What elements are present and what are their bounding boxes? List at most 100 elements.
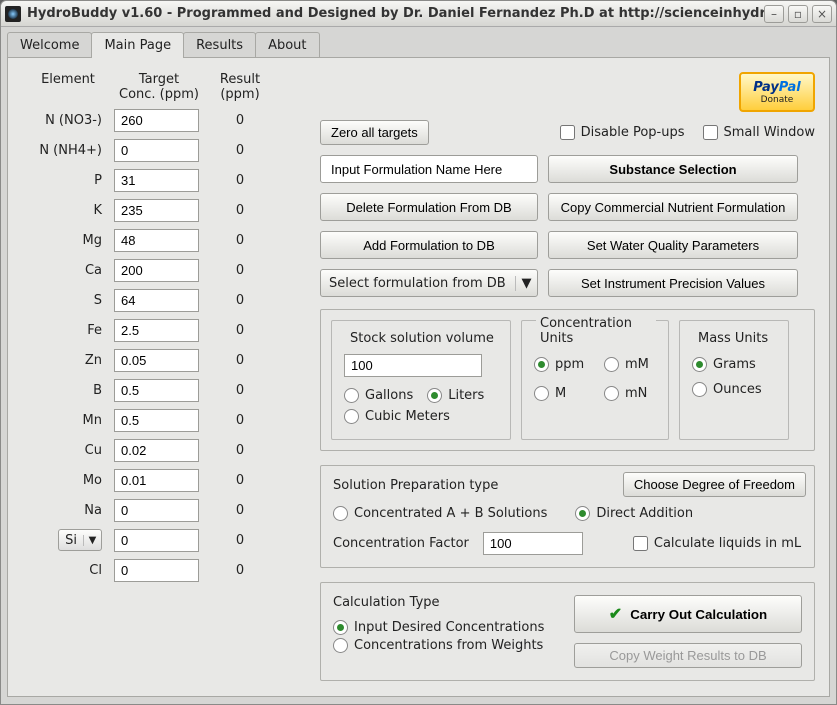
element-row: Mo 0 [22,468,312,492]
choose-dof-button[interactable]: Choose Degree of Freedom [623,472,806,497]
liters-radio[interactable]: Liters [427,388,484,403]
element-label: Zn [22,353,114,368]
from-weights-radio[interactable]: Concentrations from Weights [333,638,550,653]
target-input[interactable] [114,169,199,192]
target-input[interactable] [114,259,199,282]
target-input[interactable] [114,409,199,432]
target-input[interactable] [114,379,199,402]
element-row: N (NO3-)0 [22,108,312,132]
water-quality-button[interactable]: Set Water Quality Parameters [548,231,798,259]
result-value: 0 [204,233,276,248]
result-value: 0 [204,413,276,428]
conc-ab-radio[interactable]: Concentrated A + B Solutions [333,506,547,521]
result-value: 0 [204,293,276,308]
disable-popups-checkbox[interactable]: Disable Pop-ups [560,125,685,140]
stock-volume-input[interactable] [344,354,482,377]
main-page-panel: Element TargetConc. (ppm) Result(ppm) N … [7,57,830,697]
mm-radio[interactable]: mM [604,357,656,372]
target-input[interactable] [114,529,199,552]
stock-volume-title: Stock solution volume [346,331,498,346]
target-input[interactable] [114,109,199,132]
target-input[interactable] [114,319,199,342]
target-input[interactable] [114,439,199,462]
formulation-name-input[interactable] [320,155,538,183]
titlebar[interactable]: HydroBuddy v1.60 - Programmed and Design… [1,1,836,27]
maximize-icon[interactable]: ▫ [788,5,808,23]
result-value: 0 [204,323,276,338]
calc-type-title: Calculation Type [333,595,550,610]
target-input[interactable] [114,349,199,372]
element-label: Cl [22,563,114,578]
result-value: 0 [204,143,276,158]
element-row: N (NH4+)0 [22,138,312,162]
close-icon[interactable]: × [812,5,832,23]
target-input[interactable] [114,199,199,222]
element-row: Cu0 [22,438,312,462]
element-row: Ca0 [22,258,312,282]
element-label: Mo [22,473,114,488]
result-value: 0 [204,563,276,578]
element-row: Fe0 [22,318,312,342]
add-formulation-button[interactable]: Add Formulation to DB [320,231,538,259]
select-formulation-dropdown[interactable]: Select formulation from DB ▼ [320,269,538,297]
result-value: 0 [204,473,276,488]
window-title: HydroBuddy v1.60 - Programmed and Design… [27,6,764,21]
grams-radio[interactable]: Grams [692,357,776,372]
element-row: B0 [22,378,312,402]
element-label: Na [22,503,114,518]
element-row: Si▼0 [22,528,312,552]
m-radio[interactable]: M [534,386,586,401]
tab-results[interactable]: Results [183,32,256,58]
elements-column: Element TargetConc. (ppm) Result(ppm) N … [22,72,312,686]
target-input[interactable] [114,559,199,582]
delete-formulation-button[interactable]: Delete Formulation From DB [320,193,538,221]
header-result: Result(ppm) [204,72,276,102]
conc-factor-label: Concentration Factor [333,536,469,551]
small-window-checkbox[interactable]: Small Window [703,125,816,140]
tab-welcome[interactable]: Welcome [7,32,92,58]
element-label: N (NO3-) [22,113,114,128]
ounces-radio[interactable]: Ounces [692,382,776,397]
paypal-donate-button[interactable]: PayPal Donate [739,72,815,112]
instrument-precision-button[interactable]: Set Instrument Precision Values [548,269,798,297]
result-value: 0 [204,383,276,398]
tab-about[interactable]: About [255,32,319,58]
gallons-radio[interactable]: Gallons [344,388,413,403]
copy-weight-results-button[interactable]: Copy Weight Results to DB [574,643,802,668]
header-target: TargetConc. (ppm) [114,72,204,102]
element-row: K0 [22,198,312,222]
app-icon [5,6,21,22]
target-input[interactable] [114,229,199,252]
carry-out-calculation-button[interactable]: ✔Carry Out Calculation [574,595,802,633]
target-input[interactable] [114,289,199,312]
cubic-meters-radio[interactable]: Cubic Meters [344,409,498,424]
element-row: P0 [22,168,312,192]
element-row: Mn0 [22,408,312,432]
result-value: 0 [204,173,276,188]
target-input[interactable] [114,499,199,522]
tab-main-page[interactable]: Main Page [91,32,184,58]
conc-units-title: Concentration Units [536,316,656,346]
element-dropdown[interactable]: Si▼ [58,529,102,551]
mn-radio[interactable]: mN [604,386,656,401]
ppm-radio[interactable]: ppm [534,357,586,372]
input-desired-radio[interactable]: Input Desired Concentrations [333,620,550,635]
copy-commercial-button[interactable]: Copy Commercial Nutrient Formulation [548,193,798,221]
substance-selection-button[interactable]: Substance Selection [548,155,798,183]
direct-addition-radio[interactable]: Direct Addition [575,506,693,521]
element-row: Cl 0 [22,558,312,582]
calc-liquids-ml-checkbox[interactable]: Calculate liquids in mL [633,536,801,551]
target-input[interactable] [114,139,199,162]
zero-all-targets-button[interactable]: Zero all targets [320,120,429,145]
element-label: B [22,383,114,398]
minimize-icon[interactable]: – [764,5,784,23]
result-value: 0 [204,443,276,458]
app-window: HydroBuddy v1.60 - Programmed and Design… [0,0,837,705]
target-input[interactable] [114,469,199,492]
conc-factor-input[interactable] [483,532,583,555]
result-value: 0 [204,353,276,368]
result-value: 0 [204,503,276,518]
element-label: S [22,293,114,308]
element-row: S0 [22,288,312,312]
element-row: Zn 0 [22,348,312,372]
